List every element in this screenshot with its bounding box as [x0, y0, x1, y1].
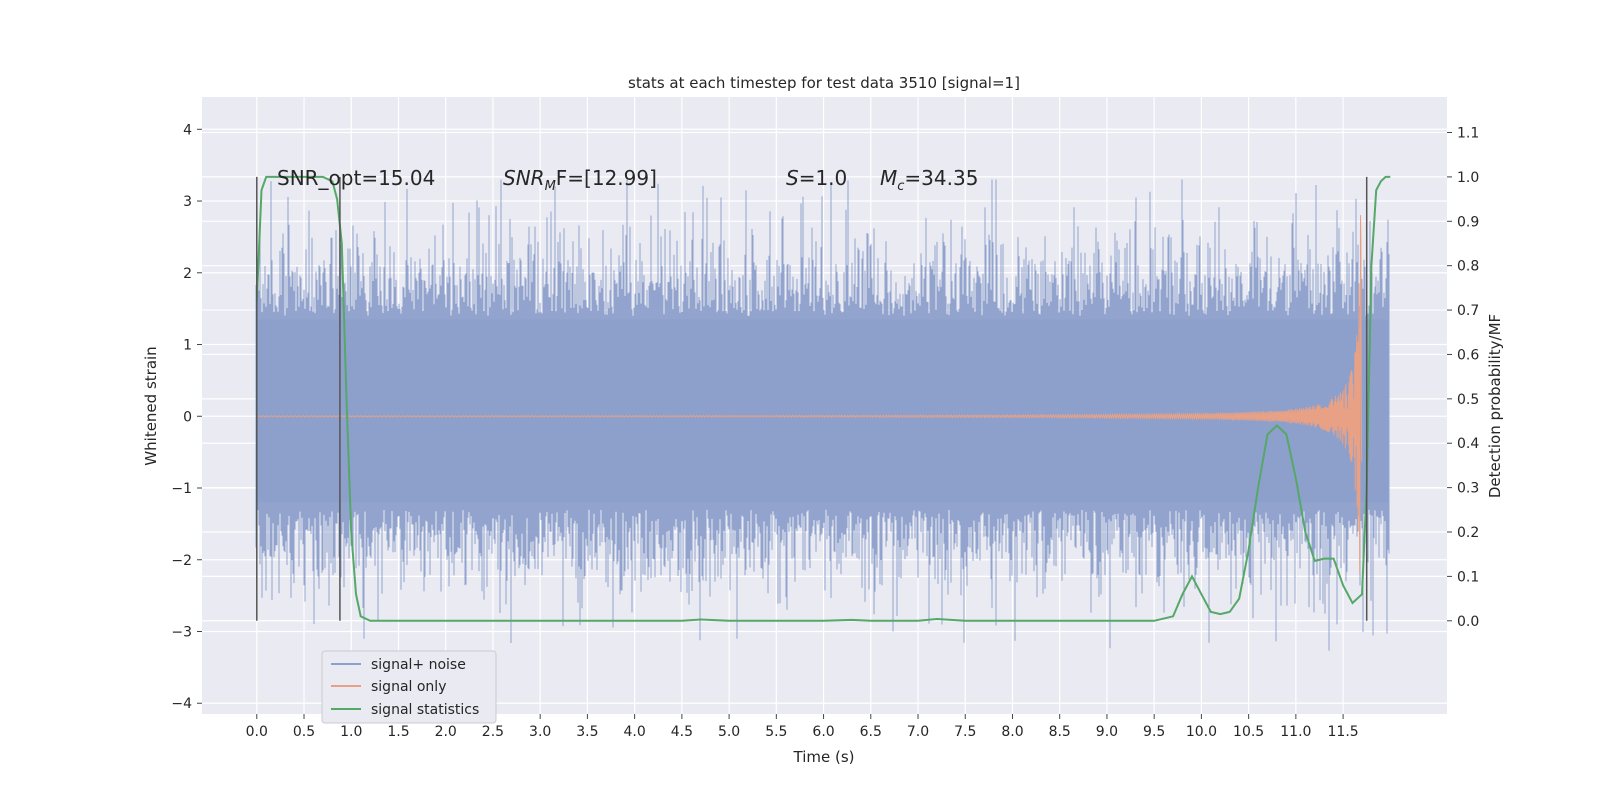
y-tick-label-right: 1.0 — [1457, 170, 1479, 186]
y-tick-label-right: 0.0 — [1457, 614, 1479, 630]
x-tick-label: 8.0 — [1001, 724, 1023, 740]
x-tick-label: 6.0 — [812, 724, 834, 740]
x-tick-label: 7.5 — [954, 724, 976, 740]
snr-mf-value: F=[12.99] — [556, 166, 657, 190]
x-tick-label: 0.5 — [293, 724, 315, 740]
x-tick-label: 11.5 — [1328, 724, 1359, 740]
y-tick-label-right: 0.1 — [1457, 569, 1479, 585]
y-tick-label-left: −3 — [171, 624, 192, 640]
s-symbol: S — [786, 166, 799, 190]
x-tick-label: 3.5 — [576, 724, 598, 740]
x-tick-label: 1.0 — [340, 724, 362, 740]
tick-labels: 0.0 0.5 1.0 1.5 2.0 2.5 3.0 3.5 4.0 4.5 5.0 5.5 6.0 6… — [171, 122, 1479, 740]
x-tick-label: 10.0 — [1186, 724, 1217, 740]
y-tick-label-left: 0 — [183, 409, 192, 425]
y-tick-label-left: −4 — [171, 696, 192, 712]
y-axis-label-right: Detection probability/MF — [1486, 314, 1504, 498]
y-tick-label-left: 4 — [183, 122, 192, 138]
legend-label-noise: signal+ noise — [371, 657, 466, 673]
x-tick-label: 1.5 — [387, 724, 409, 740]
x-tick-label: 11.0 — [1280, 724, 1311, 740]
y-tick-label-right: 0.5 — [1457, 392, 1479, 408]
x-tick-label: 3.0 — [529, 724, 551, 740]
noise-series — [255, 179, 1390, 651]
legend-label-statistics: signal statistics — [371, 702, 479, 718]
mc-symbol: M — [880, 166, 897, 190]
snr-mf-symbol: SNR — [503, 166, 545, 190]
annotation-snr-mf: SNRMF=[12.99] — [503, 166, 657, 194]
legend-label-signal: signal only — [371, 679, 446, 695]
mc-subscript: c — [897, 179, 904, 194]
signal-series — [256, 215, 1363, 574]
y-tick-label-left: 1 — [183, 338, 192, 354]
statistic-series — [255, 175, 1391, 622]
x-tick-label: 9.0 — [1096, 724, 1118, 740]
annotation-s: S=1.0 — [786, 166, 847, 190]
y-axis-label-left: Whitened strain — [142, 346, 160, 465]
y-tick-label-right: 0.6 — [1457, 347, 1479, 363]
annotations: SNR_opt=15.04 SNRMF=[12.99] S=1.0 Mc=34.… — [277, 166, 978, 194]
y-tick-label-right: 0.3 — [1457, 481, 1479, 497]
snr-mf-subscript: M — [545, 179, 556, 194]
chart-title: stats at each timestep for test data 351… — [628, 74, 1020, 92]
x-tick-label: 4.0 — [623, 724, 645, 740]
noise-trace — [255, 179, 1390, 651]
y-tick-label-left: −2 — [171, 553, 192, 569]
y-tick-label-left: −1 — [171, 481, 192, 497]
annotation-snr-opt: SNR_opt=15.04 — [277, 166, 435, 190]
y-tick-label-left: 3 — [183, 194, 192, 210]
x-tick-label: 2.5 — [482, 724, 504, 740]
x-tick-label: 4.5 — [671, 724, 693, 740]
x-tick-label: 7.0 — [907, 724, 929, 740]
x-axis-label: Time (s) — [793, 748, 855, 766]
statistics-trace — [255, 175, 1391, 622]
signal-trace — [256, 215, 1363, 574]
x-tick-label: 5.5 — [765, 724, 787, 740]
x-tick-label: 9.5 — [1143, 724, 1165, 740]
x-tick-label: 10.5 — [1233, 724, 1264, 740]
x-tick-label: 8.5 — [1049, 724, 1071, 740]
y-tick-label-right: 0.4 — [1457, 436, 1479, 452]
y-tick-label-right: 0.7 — [1457, 303, 1479, 319]
legend: signal+ noise signal only signal statist… — [321, 650, 497, 724]
annotation-mc: Mc=34.35 — [880, 166, 978, 194]
x-tick-label: 2.0 — [435, 724, 457, 740]
x-tick-label: 6.5 — [860, 724, 882, 740]
s-value: =1.0 — [799, 166, 848, 190]
mc-value: =34.35 — [904, 166, 978, 190]
x-tick-label: 0.0 — [246, 724, 268, 740]
y-tick-label-right: 0.8 — [1457, 259, 1479, 275]
y-tick-label-right: 1.1 — [1457, 126, 1479, 142]
vertical-markers — [256, 176, 1368, 621]
legend-box — [321, 650, 497, 724]
y-tick-label-right: 0.9 — [1457, 214, 1479, 230]
y-tick-label-right: 0.2 — [1457, 525, 1479, 541]
x-tick-label: 5.0 — [718, 724, 740, 740]
y-tick-label-left: 2 — [183, 266, 192, 282]
